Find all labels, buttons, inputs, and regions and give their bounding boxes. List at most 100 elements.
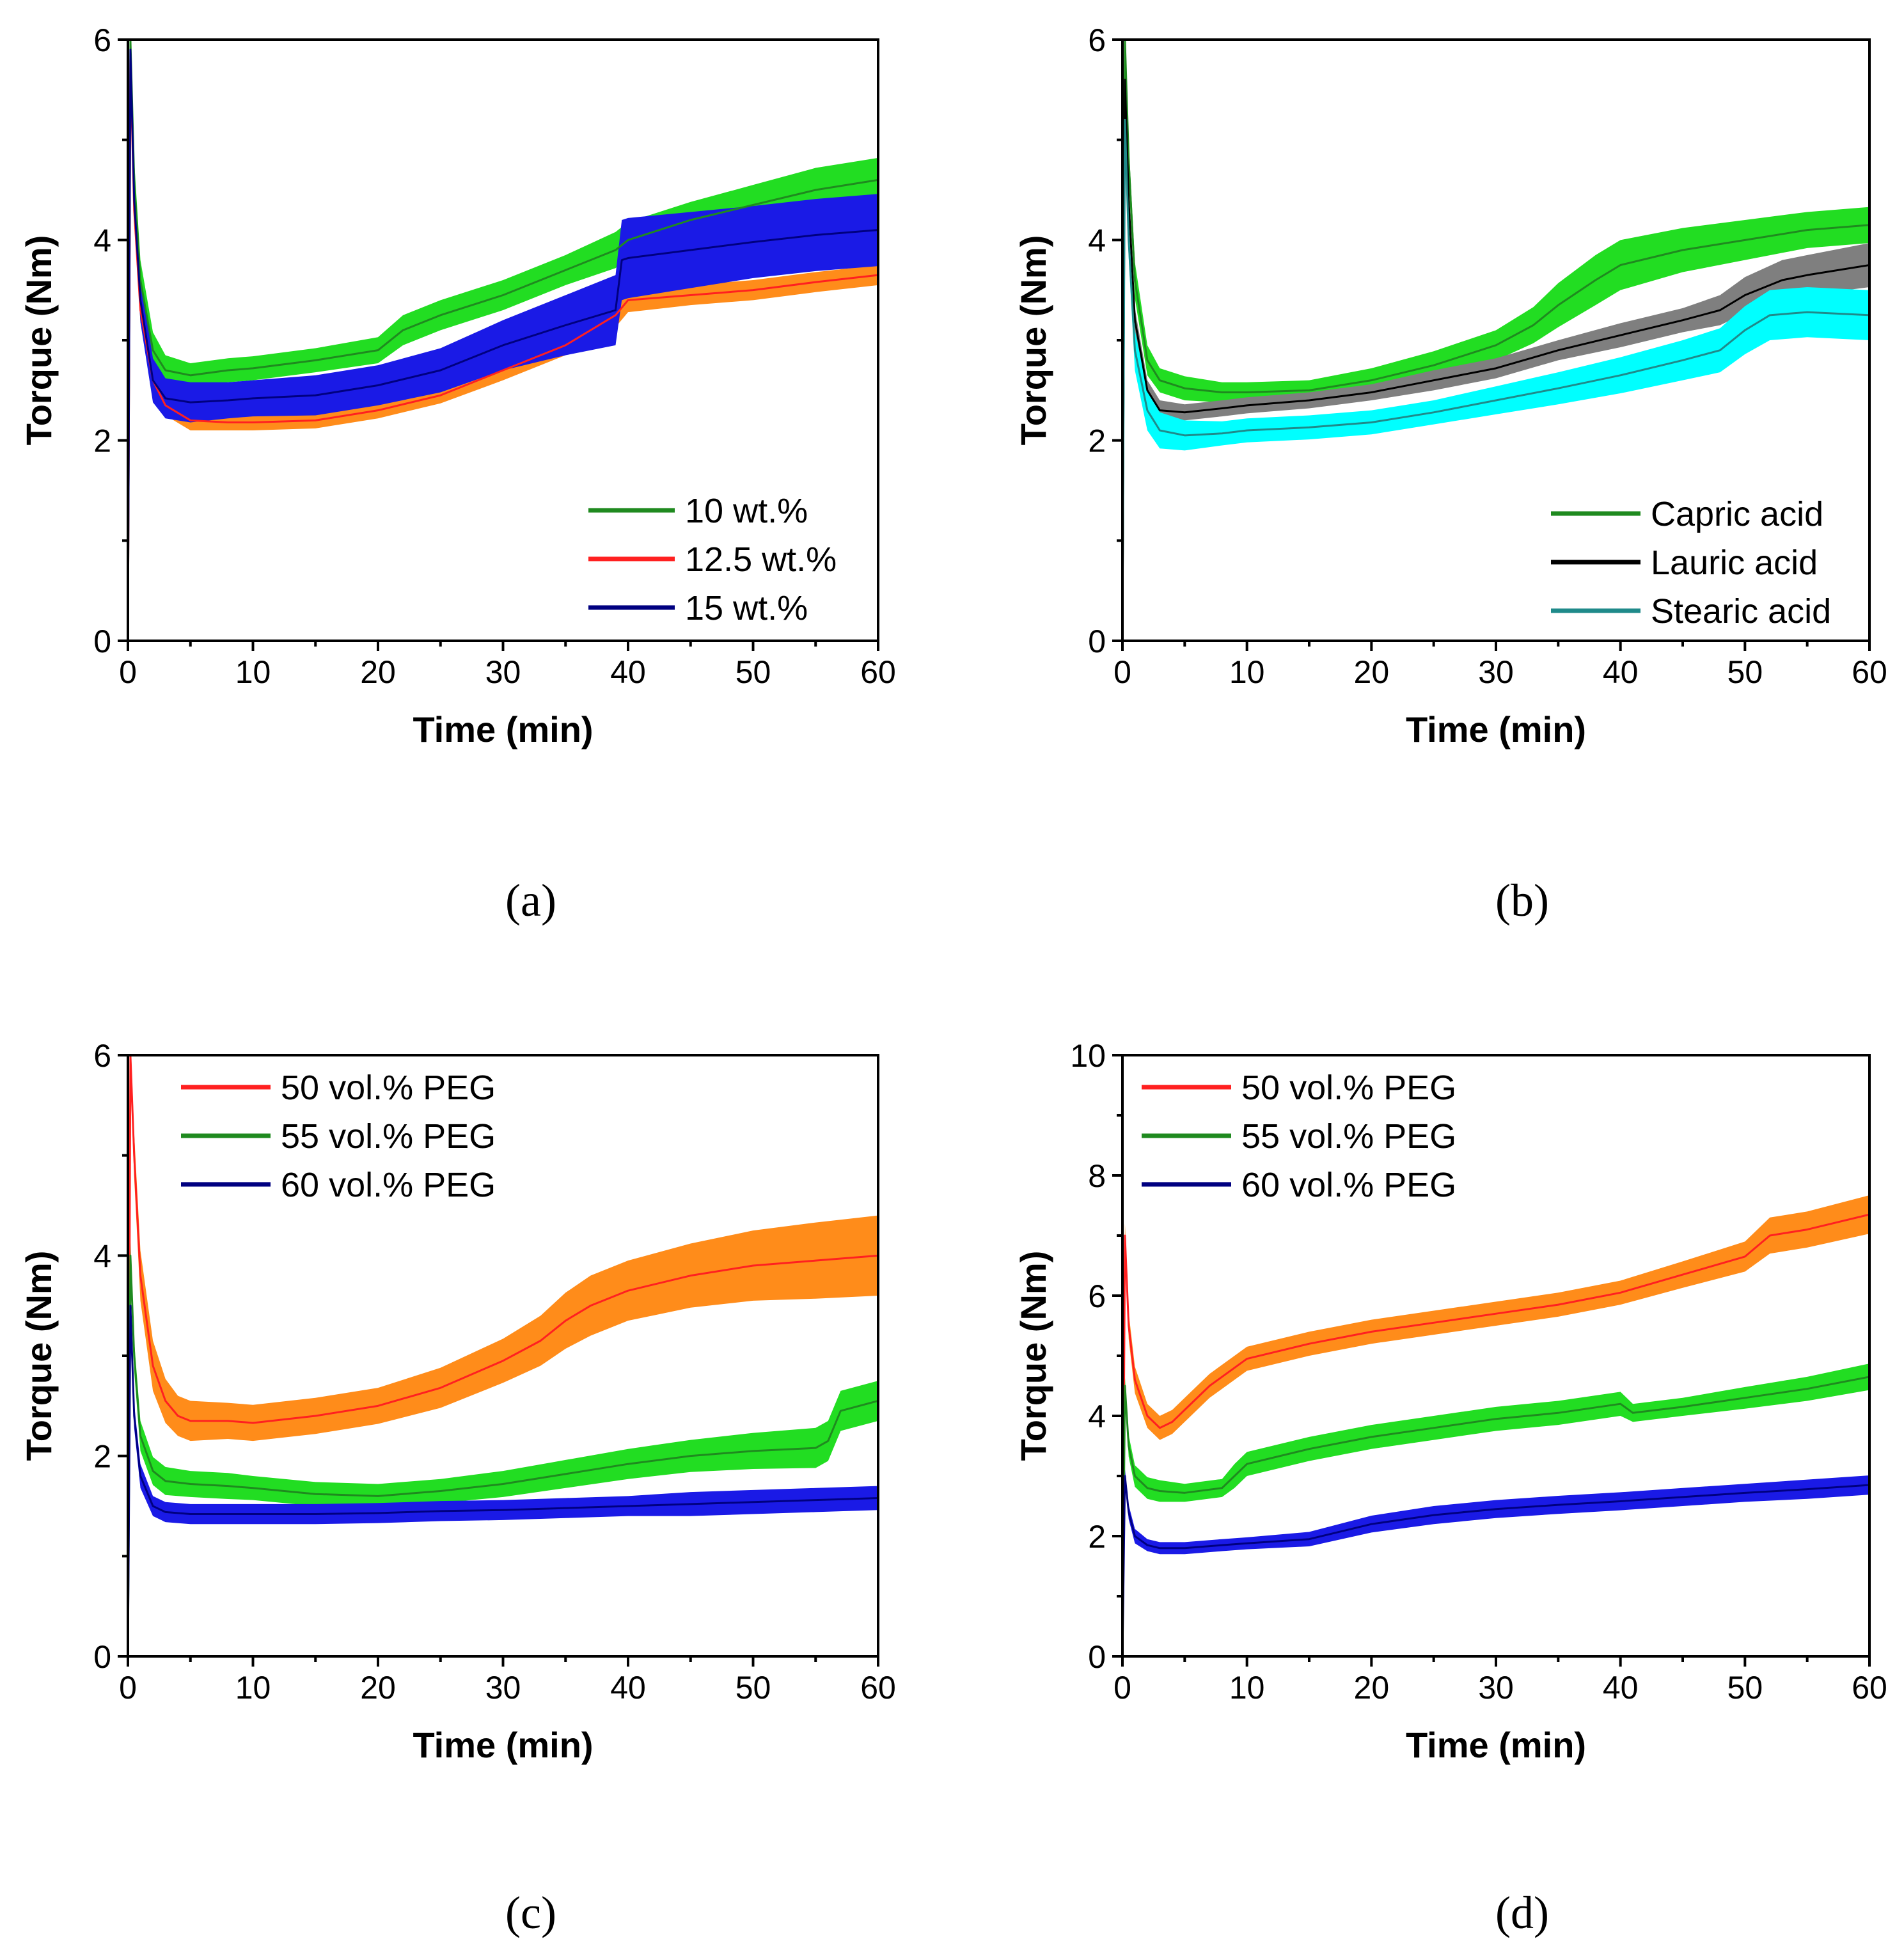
x-tick-label: 20 [1354, 1670, 1390, 1706]
y-tick-label: 4 [1088, 1399, 1106, 1434]
panel-label: (d) [1495, 1887, 1549, 1938]
legend-label: 50 vol.% PEG [1241, 1069, 1456, 1107]
y-tick-label: 0 [1088, 1639, 1106, 1675]
x-axis-title: Time (min) [1406, 709, 1586, 750]
y-tick-label: 0 [93, 624, 111, 659]
legend: 10 wt.% 12.5 wt.% 15 wt.% [588, 492, 837, 627]
legend-label: Lauric acid [1651, 544, 1818, 582]
series-band [1122, 1195, 1869, 1656]
x-tick-label: 10 [1229, 1670, 1265, 1706]
series-line [1122, 118, 1869, 641]
x-tick-label: 50 [736, 1670, 771, 1706]
series-line [128, 1305, 878, 1656]
y-tick-label: 2 [1088, 1519, 1106, 1555]
x-tick-label: 50 [1727, 654, 1763, 690]
legend: 50 vol.% PEG 55 vol.% PEG 60 vol.% PEG [181, 1069, 496, 1204]
series-line [128, 58, 878, 641]
plot-area [1122, 1195, 1869, 1656]
series-line [1122, 79, 1869, 641]
x-axis-title: Time (min) [413, 709, 593, 750]
series-band [128, 1055, 878, 1656]
legend-label: 55 vol.% PEG [1241, 1117, 1456, 1156]
legend-label: 55 vol.% PEG [281, 1117, 496, 1156]
x-tick-label: 10 [235, 1670, 271, 1706]
y-tick-label: 4 [93, 223, 111, 258]
x-tick-label: 60 [860, 1670, 896, 1706]
legend: Capric acid Lauric acid Stearic acid [1551, 495, 1831, 631]
x-tick-label: 0 [1113, 1670, 1131, 1706]
x-tick-label: 40 [1603, 654, 1639, 690]
x-tick-label: 60 [1852, 654, 1887, 690]
x-tick-label: 20 [1354, 654, 1390, 690]
series-band [128, 1240, 878, 1656]
y-axis-title: Torque (Nm) [19, 1251, 59, 1461]
series-band [1122, 1468, 1869, 1656]
x-tick-label: 20 [360, 1670, 396, 1706]
plot-area [128, 1055, 878, 1656]
series-line [128, 1055, 878, 1656]
y-tick-label: 6 [1088, 1278, 1106, 1314]
series-band [128, 40, 878, 641]
legend-label: Stearic acid [1651, 592, 1831, 631]
x-tick-label: 40 [1603, 1670, 1639, 1706]
series-line [1122, 40, 1869, 641]
legend-label: 60 vol.% PEG [281, 1166, 496, 1204]
x-axis-title: Time (min) [1406, 1725, 1586, 1765]
legend-label: 60 vol.% PEG [1241, 1166, 1456, 1204]
x-tick-label: 50 [1727, 1670, 1763, 1706]
x-tick-label: 40 [610, 654, 646, 690]
y-axis-title: Torque (Nm) [19, 235, 59, 446]
y-axis-title: Torque (Nm) [1013, 235, 1053, 446]
chart-panel: 0 10 20 30 40 50 60 0 2 4 6 Time (min) Torque (Nm) 50… [19, 1038, 896, 1938]
series-line [128, 40, 878, 641]
y-tick-label: 2 [93, 1439, 111, 1475]
y-tick-label: 0 [1088, 624, 1106, 659]
x-tick-label: 30 [485, 654, 521, 690]
y-tick-label: 8 [1088, 1158, 1106, 1194]
panel-label: (b) [1495, 875, 1549, 926]
x-tick-label: 60 [1852, 1670, 1887, 1706]
x-tick-label: 30 [485, 1670, 521, 1706]
plot-area [1122, 40, 1869, 641]
x-tick-label: 0 [119, 654, 137, 690]
legend-label: 12.5 wt.% [685, 540, 837, 579]
y-tick-label: 2 [93, 423, 111, 459]
y-tick-label: 6 [1088, 22, 1106, 58]
y-tick-label: 0 [93, 1639, 111, 1675]
series-band [1122, 40, 1869, 641]
legend-label: 10 wt.% [685, 492, 808, 530]
x-tick-label: 10 [235, 654, 271, 690]
y-tick-label: 6 [93, 1038, 111, 1074]
y-tick-label: 4 [93, 1238, 111, 1274]
x-tick-label: 50 [736, 654, 771, 690]
x-tick-label: 30 [1478, 654, 1514, 690]
series-line [1122, 1475, 1869, 1656]
series-line [128, 1254, 878, 1656]
x-tick-label: 60 [860, 654, 896, 690]
y-tick-label: 6 [93, 22, 111, 58]
chart-panel: 0 10 20 30 40 50 60 0 2 4 6 8 10 Time (min) Torque (Nm… [1013, 1038, 1887, 1938]
x-axis-title: Time (min) [413, 1725, 593, 1765]
chart-panel: 0 10 20 30 40 50 60 0 2 4 6 Time (min) Torque (Nm) 10… [19, 22, 896, 926]
plot-area [128, 40, 878, 641]
chart-panel: 0 10 20 30 40 50 60 0 2 4 6 Time (min) Torque (Nm) Ca… [1013, 22, 1887, 926]
series-line [1122, 1213, 1869, 1656]
y-tick-label: 4 [1088, 223, 1106, 258]
legend-label: 15 wt.% [685, 589, 808, 627]
x-tick-label: 10 [1229, 654, 1265, 690]
x-tick-label: 40 [610, 1670, 646, 1706]
legend-label: 50 vol.% PEG [281, 1069, 496, 1107]
x-tick-label: 0 [1113, 654, 1131, 690]
y-tick-label: 10 [1070, 1038, 1106, 1074]
x-tick-label: 30 [1478, 1670, 1514, 1706]
series-line [128, 49, 878, 641]
panel-label: (a) [505, 875, 556, 926]
x-tick-label: 0 [119, 1670, 137, 1706]
panel-label: (c) [505, 1887, 556, 1938]
x-tick-label: 20 [360, 654, 396, 690]
series-line [1122, 1376, 1869, 1656]
legend-label: Capric acid [1651, 495, 1823, 533]
series-band [1122, 1363, 1869, 1656]
y-tick-label: 2 [1088, 423, 1106, 459]
